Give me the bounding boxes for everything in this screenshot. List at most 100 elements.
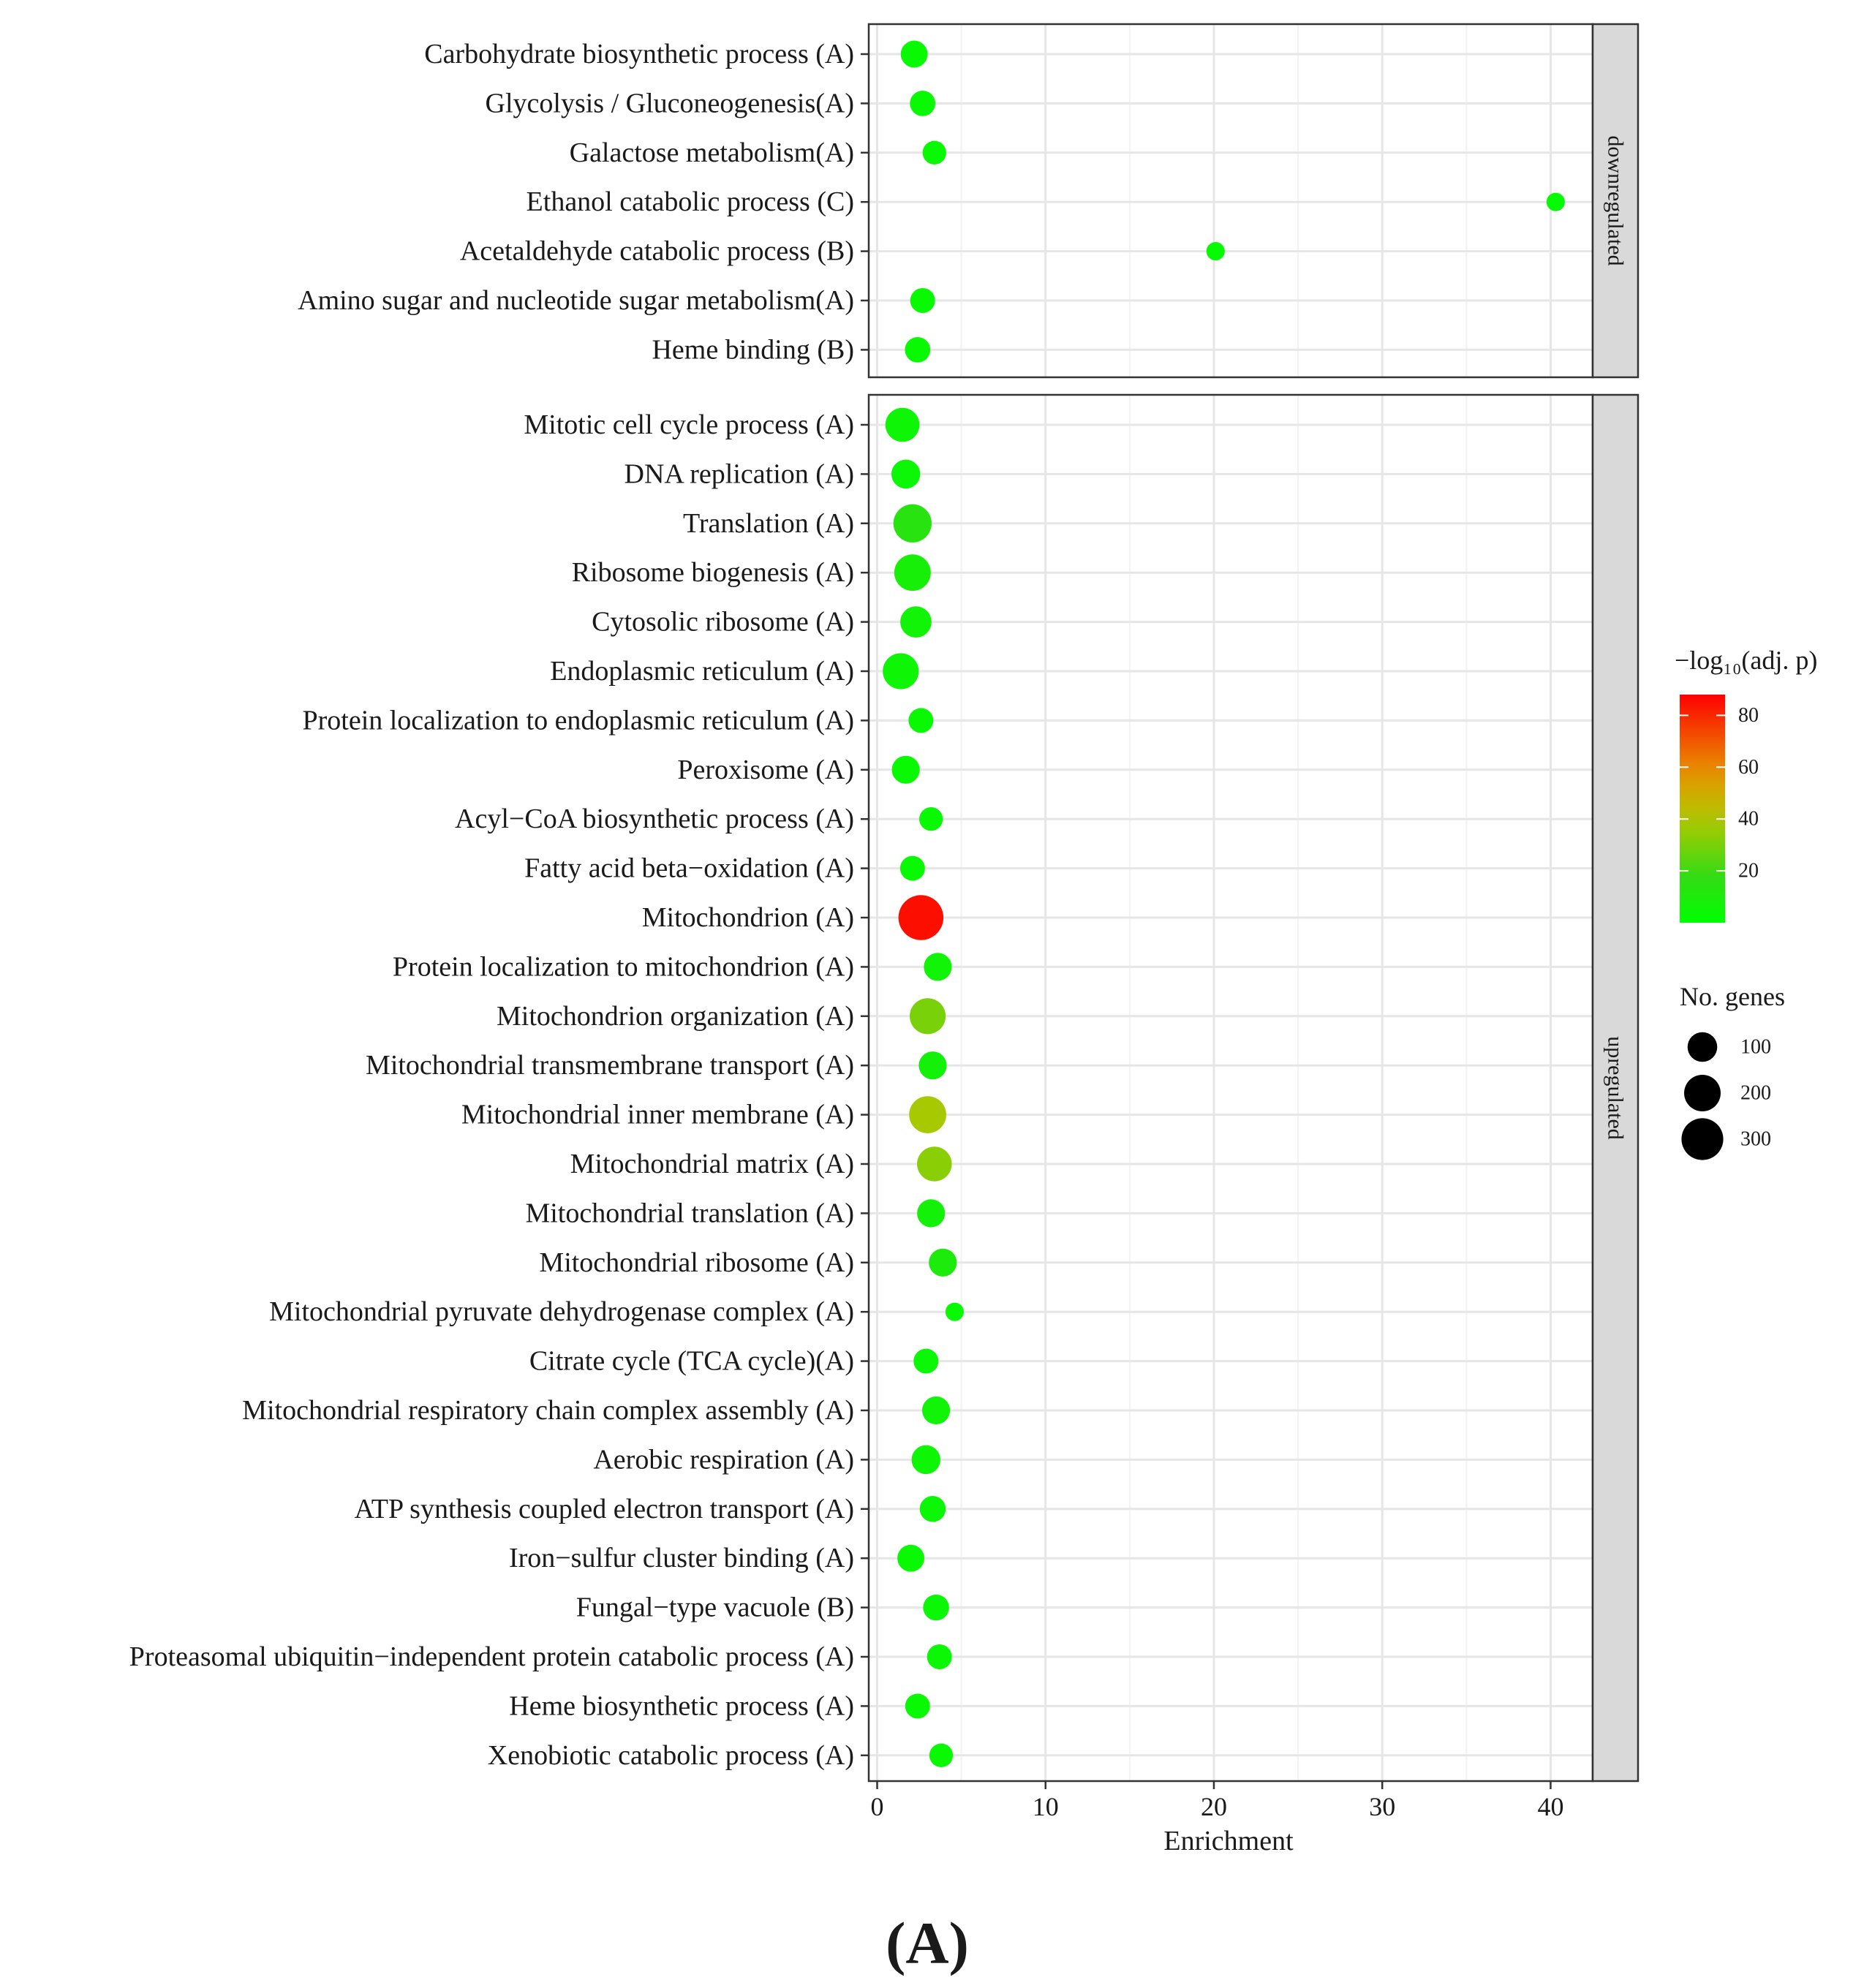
size-legend-label: 100 bbox=[1740, 1036, 1771, 1059]
category-label: Carbohydrate biosynthetic process (A) bbox=[424, 39, 854, 69]
facet-strip bbox=[1591, 393, 1640, 1783]
category-label: Mitochondrion (A) bbox=[642, 902, 854, 933]
category-label: Galactose metabolism(A) bbox=[570, 137, 854, 168]
x-tick-label: 40 bbox=[1537, 1792, 1563, 1821]
category-label: Ribosome biogenesis (A) bbox=[572, 557, 854, 588]
category-label: Fungal−type vacuole (B) bbox=[576, 1592, 854, 1623]
category-label: Ethanol catabolic process (C) bbox=[527, 186, 854, 217]
category-label: Translation (A) bbox=[683, 508, 854, 539]
panel-background bbox=[869, 395, 1593, 1781]
data-point bbox=[910, 288, 935, 313]
category-label: Acyl−CoA biosynthetic process (A) bbox=[455, 804, 854, 834]
data-point bbox=[908, 708, 934, 733]
data-point bbox=[900, 606, 932, 638]
data-point bbox=[900, 40, 928, 68]
category-label: Protein localization to endoplasmic reti… bbox=[302, 705, 854, 736]
data-point bbox=[910, 91, 936, 116]
data-point bbox=[885, 407, 920, 442]
category-label: Mitochondrial ribosome (A) bbox=[539, 1247, 854, 1278]
color-legend-label: 20 bbox=[1738, 860, 1759, 882]
category-label: Endoplasmic reticulum (A) bbox=[550, 656, 854, 687]
category-label: Acetaldehyde catabolic process (B) bbox=[460, 236, 854, 267]
panel-upregulated: upregulated Mitotic cell cycle process (A… bbox=[129, 393, 1640, 1783]
color-legend-bar bbox=[1680, 695, 1725, 923]
x-tick-label: 10 bbox=[1033, 1792, 1059, 1821]
data-point bbox=[918, 1051, 947, 1080]
color-legend-label: 40 bbox=[1738, 808, 1759, 831]
data-point bbox=[905, 1693, 930, 1719]
size-legend-key bbox=[1687, 1032, 1718, 1062]
category-label: Mitochondrion organization (A) bbox=[497, 1001, 854, 1032]
data-point bbox=[913, 1348, 939, 1374]
category-label: Cytosolic ribosome (A) bbox=[592, 607, 854, 638]
category-label: Protein localization to mitochondrion (A… bbox=[393, 951, 854, 982]
category-label: Xenobiotic catabolic process (A) bbox=[488, 1740, 854, 1771]
color-legend-label: 60 bbox=[1738, 756, 1759, 779]
size-legend-label: 300 bbox=[1740, 1128, 1771, 1151]
category-label: Proteasomal ubiquitin−independent protei… bbox=[129, 1641, 854, 1672]
facet-strip bbox=[1591, 23, 1640, 379]
category-label: Mitochondrial pyruvate dehydrogenase com… bbox=[269, 1296, 854, 1327]
data-point bbox=[1206, 242, 1225, 261]
data-point bbox=[898, 895, 944, 940]
data-point bbox=[945, 1302, 964, 1321]
x-axis: 0 10 20 30 40 bbox=[871, 1781, 1563, 1821]
category-label: Glycolysis / Gluconeogenesis(A) bbox=[486, 88, 854, 118]
category-label: Mitochondrial translation (A) bbox=[525, 1198, 854, 1228]
category-label: Mitochondrial transmembrane transport (A… bbox=[366, 1050, 854, 1081]
panel-background bbox=[869, 24, 1593, 377]
data-point bbox=[917, 1146, 952, 1182]
data-point bbox=[919, 807, 943, 831]
data-point bbox=[919, 1496, 946, 1522]
category-label: Citrate cycle (TCA cycle)(A) bbox=[529, 1346, 854, 1377]
size-legend-key bbox=[1681, 1118, 1724, 1160]
category-label: Mitochondrial matrix (A) bbox=[570, 1149, 854, 1179]
data-point bbox=[929, 1248, 957, 1277]
x-tick-label: 30 bbox=[1369, 1792, 1395, 1821]
category-label: DNA replication (A) bbox=[625, 458, 854, 489]
x-axis-title: Enrichment bbox=[1163, 1826, 1294, 1856]
category-label: Mitochondrial respiratory chain complex … bbox=[242, 1395, 854, 1426]
data-point bbox=[905, 337, 931, 363]
data-point bbox=[893, 504, 932, 543]
data-point bbox=[894, 554, 931, 592]
data-point bbox=[929, 1743, 954, 1767]
category-label: Iron−sulfur cluster binding (A) bbox=[509, 1543, 854, 1573]
data-point bbox=[921, 1396, 951, 1425]
color-legend-label: 80 bbox=[1738, 704, 1759, 727]
data-point bbox=[924, 953, 952, 981]
data-point bbox=[927, 1644, 952, 1669]
size-legend-key bbox=[1684, 1075, 1721, 1111]
x-tick-label: 20 bbox=[1201, 1792, 1227, 1821]
data-point bbox=[923, 1594, 949, 1621]
category-label: Aerobic respiration (A) bbox=[593, 1444, 854, 1475]
data-point bbox=[891, 459, 921, 489]
color-legend-title: −log₁₀(adj. p) bbox=[1675, 646, 1817, 675]
data-point bbox=[1546, 192, 1565, 211]
category-label: Heme biosynthetic process (A) bbox=[509, 1690, 854, 1721]
data-point bbox=[922, 140, 946, 165]
facet-strip-label: upregulated bbox=[1604, 1036, 1628, 1140]
data-point bbox=[897, 1544, 925, 1572]
data-point bbox=[899, 855, 925, 881]
data-point bbox=[910, 998, 946, 1035]
category-label: Mitochondrial inner membrane (A) bbox=[461, 1100, 854, 1130]
data-point bbox=[911, 1445, 940, 1475]
x-tick-label: 0 bbox=[871, 1792, 884, 1821]
size-legend-title: No. genes bbox=[1680, 982, 1785, 1011]
category-label: ATP synthesis coupled electron transport… bbox=[355, 1494, 855, 1524]
panels-layer: downregulated Carbohydrate biosynthetic p… bbox=[129, 23, 1640, 1783]
figure-caption: (A) bbox=[886, 1910, 969, 1976]
facet-strip-label: downregulated bbox=[1604, 135, 1628, 265]
data-point bbox=[917, 1199, 946, 1228]
data-point bbox=[891, 755, 920, 784]
category-label: Peroxisome (A) bbox=[677, 755, 854, 785]
panel-downregulated: downregulated Carbohydrate biosynthetic p… bbox=[298, 23, 1640, 379]
data-point bbox=[883, 653, 919, 689]
category-label: Fatty acid beta−oxidation (A) bbox=[524, 853, 854, 884]
data-point bbox=[909, 1096, 946, 1133]
category-label: Amino sugar and nucleotide sugar metabol… bbox=[298, 285, 854, 316]
legend: −log₁₀(adj. p) 20 40 60 80 No. genes 100 200 300 bbox=[1675, 646, 1817, 1160]
category-label: Mitotic cell cycle process (A) bbox=[524, 409, 854, 440]
